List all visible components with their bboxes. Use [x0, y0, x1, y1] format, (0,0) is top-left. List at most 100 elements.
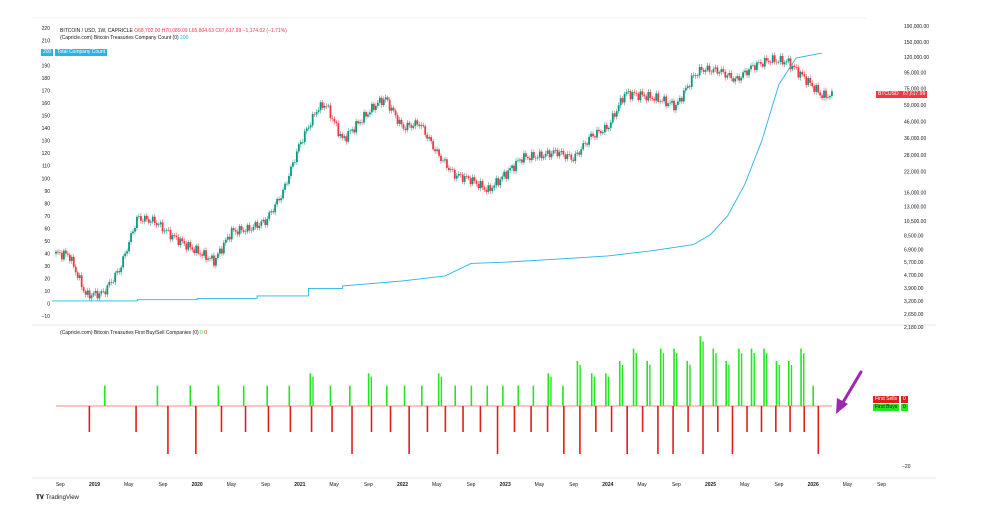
candle-body [617, 105, 620, 112]
count-axis-tick: 150 [42, 114, 51, 120]
candle-body [341, 133, 344, 138]
candle-body [272, 211, 275, 213]
candle-body [645, 96, 648, 101]
count-axis-tick: 160 [42, 101, 51, 107]
candle-body [481, 181, 484, 188]
count-axis-tick: 180 [42, 76, 51, 82]
price-axis-tick: 120,000.00 [904, 55, 929, 61]
candle-body [406, 122, 409, 131]
candle-body [600, 131, 602, 134]
candle-body [317, 110, 320, 113]
candle-body [55, 251, 57, 254]
first-buy-bar [750, 348, 753, 406]
candle-body [299, 142, 302, 145]
candle-body [424, 126, 427, 135]
first-sell-bar [702, 406, 704, 454]
price-axis-tick: 46,000.00 [904, 120, 926, 126]
candle-body [473, 177, 476, 181]
candle-body [260, 221, 263, 226]
candle-body [211, 255, 213, 259]
first-buy-bar [778, 364, 780, 406]
first-buy-bar [676, 353, 678, 406]
indicator2-header[interactable]: (Capricle.com) Bitcoin Treasuries First … [60, 330, 207, 336]
first-sell-bar [579, 406, 581, 454]
candle-body [343, 136, 346, 138]
candle-body [355, 121, 358, 133]
candle-body [728, 72, 731, 76]
candle-body [446, 159, 448, 168]
candle-body [145, 215, 148, 220]
count-axis-tick: 190 [42, 64, 51, 70]
candle-body [791, 65, 794, 70]
price-axis-tick: 28,000.00 [904, 153, 926, 159]
candle-body [323, 105, 326, 108]
candle-body [169, 229, 172, 240]
count-axis-tick: 220 [42, 26, 51, 32]
first-sell-bar [775, 406, 777, 432]
candle-body [112, 282, 115, 283]
count-axis-tick: 50 [44, 239, 50, 245]
candle-body [262, 219, 265, 222]
candle-body [554, 149, 557, 151]
first-sell-bar [289, 406, 292, 432]
first-sell-bar [88, 406, 91, 432]
price-axis-tick: 95,000.00 [904, 71, 926, 77]
candle-body [167, 229, 170, 231]
candle-body [209, 258, 211, 260]
candle-body [532, 152, 535, 158]
candle-body [526, 156, 529, 159]
candle-body [627, 91, 630, 93]
candle-body [430, 137, 433, 142]
candle-body [767, 60, 770, 62]
candle-body [307, 127, 310, 129]
time-axis-tick: Sep [261, 482, 270, 488]
candle-body [349, 130, 352, 132]
indicator1-header[interactable]: (Capricle.com) Bitcoin Treasuries Compan… [60, 35, 188, 41]
first-sell-bar [641, 406, 644, 432]
candle-body [203, 250, 205, 256]
candle-body [461, 174, 464, 182]
candle-body [765, 58, 768, 61]
candle-body [469, 178, 472, 185]
candle-body [216, 253, 219, 258]
first-sell-bar [267, 406, 270, 432]
candle-body [213, 255, 215, 266]
first-sell-bar [803, 406, 806, 432]
candle-body [432, 141, 435, 150]
candle-body [270, 211, 273, 213]
candle-body [309, 125, 312, 128]
time-axis-tick: May [227, 482, 237, 488]
candle-body [546, 150, 549, 154]
candle-body [603, 124, 606, 133]
candle-body [682, 90, 685, 102]
candle-body [428, 137, 431, 139]
candle-body [394, 110, 397, 116]
candle-body [141, 220, 144, 222]
candle-body [382, 99, 385, 106]
candle-body [566, 154, 569, 160]
first-buy-bar [470, 385, 473, 406]
first-sell-bar [389, 406, 392, 432]
candle-body [118, 271, 121, 273]
candle-body [416, 120, 419, 125]
candle-body [321, 102, 324, 108]
candle-body [369, 112, 371, 115]
candle-body [756, 62, 758, 70]
candle-body [475, 180, 478, 184]
price-axis-tick: 190,000.00 [904, 24, 929, 30]
candle-body [303, 131, 306, 143]
candle-body [621, 98, 624, 103]
candle-body [744, 70, 746, 73]
candle-body [777, 61, 780, 63]
candle-body [82, 287, 85, 292]
candle-body [659, 100, 662, 102]
candle-body [829, 96, 831, 98]
candle-body [177, 236, 180, 246]
tradingview-brand[interactable]: 𝐓𝐕 TradingView [36, 495, 79, 502]
candle-body [647, 91, 650, 101]
candle-body [722, 69, 725, 72]
indicator2-value-sell: 0 [204, 330, 207, 336]
candle-body [266, 218, 269, 225]
candle-body [185, 243, 188, 250]
candle-body [228, 236, 231, 240]
